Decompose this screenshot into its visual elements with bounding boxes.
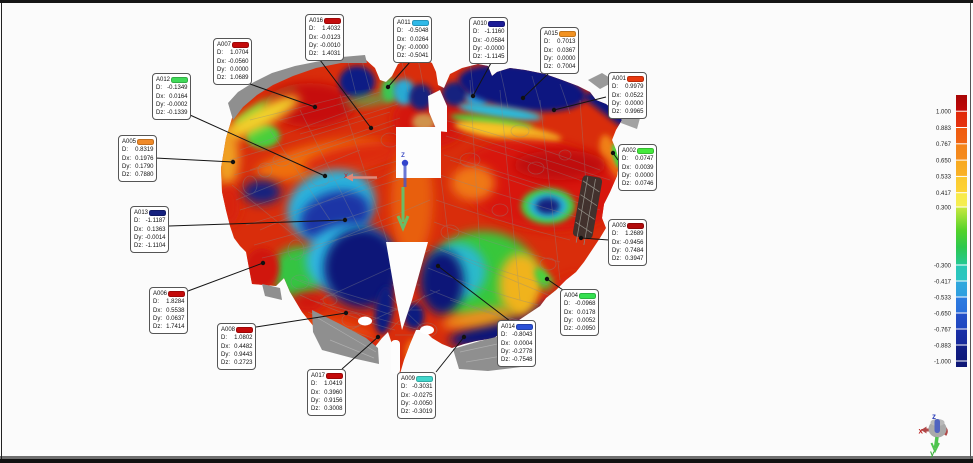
svg-text:0.767: 0.767 — [936, 142, 952, 148]
svg-text:y: y — [930, 449, 935, 458]
svg-text:-0.883: -0.883 — [934, 343, 952, 349]
svg-text:-0.650: -0.650 — [934, 311, 952, 317]
svg-text:z: z — [401, 150, 405, 159]
svg-text:-0.533: -0.533 — [934, 295, 952, 301]
svg-text:x: x — [344, 171, 348, 180]
svg-text:0.417: 0.417 — [936, 191, 952, 197]
svg-text:1.000: 1.000 — [936, 110, 952, 116]
svg-text:-1.000: -1.000 — [934, 359, 952, 365]
svg-text:-0.767: -0.767 — [934, 327, 952, 333]
svg-text:z: z — [932, 412, 936, 421]
svg-text:0.300: 0.300 — [936, 205, 952, 211]
svg-text:x: x — [919, 427, 924, 436]
svg-text:0.533: 0.533 — [936, 175, 952, 181]
svg-text:-0.300: -0.300 — [934, 263, 952, 269]
svg-text:0.883: 0.883 — [936, 126, 952, 132]
svg-text:0.650: 0.650 — [936, 158, 952, 164]
svg-text:-0.417: -0.417 — [934, 279, 952, 285]
